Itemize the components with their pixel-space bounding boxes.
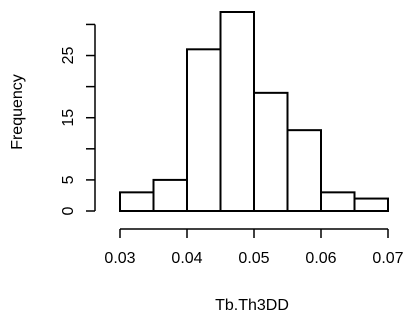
histogram-bar [219,11,255,212]
histogram-bar [119,191,155,212]
y-axis: 0 5 15 25 [60,23,96,215]
x-axis: 0.03 0.04 0.05 0.06 0.07 [104,228,404,267]
histogram-bar [186,48,222,212]
bars-group [119,11,389,212]
histogram-bar [320,191,356,212]
x-tick-label: 0.07 [372,250,403,267]
x-tick-label: 0.06 [305,250,336,267]
y-tick-label: 0 [60,206,77,215]
y-tick-label: 5 [60,175,77,184]
x-tick-label: 0.05 [238,250,269,267]
histogram-bar [286,129,322,212]
y-axis-label: Frequency [9,74,26,150]
x-axis-label: Tb.Th3DD [215,297,289,314]
y-tick-label: 15 [60,109,77,127]
histogram-bar [152,178,188,212]
y-tick-label: 25 [60,47,77,65]
histogram-bar [353,197,389,212]
x-tick-label: 0.03 [104,250,135,267]
histogram-bar [253,91,289,212]
x-tick-label: 0.04 [171,250,202,267]
